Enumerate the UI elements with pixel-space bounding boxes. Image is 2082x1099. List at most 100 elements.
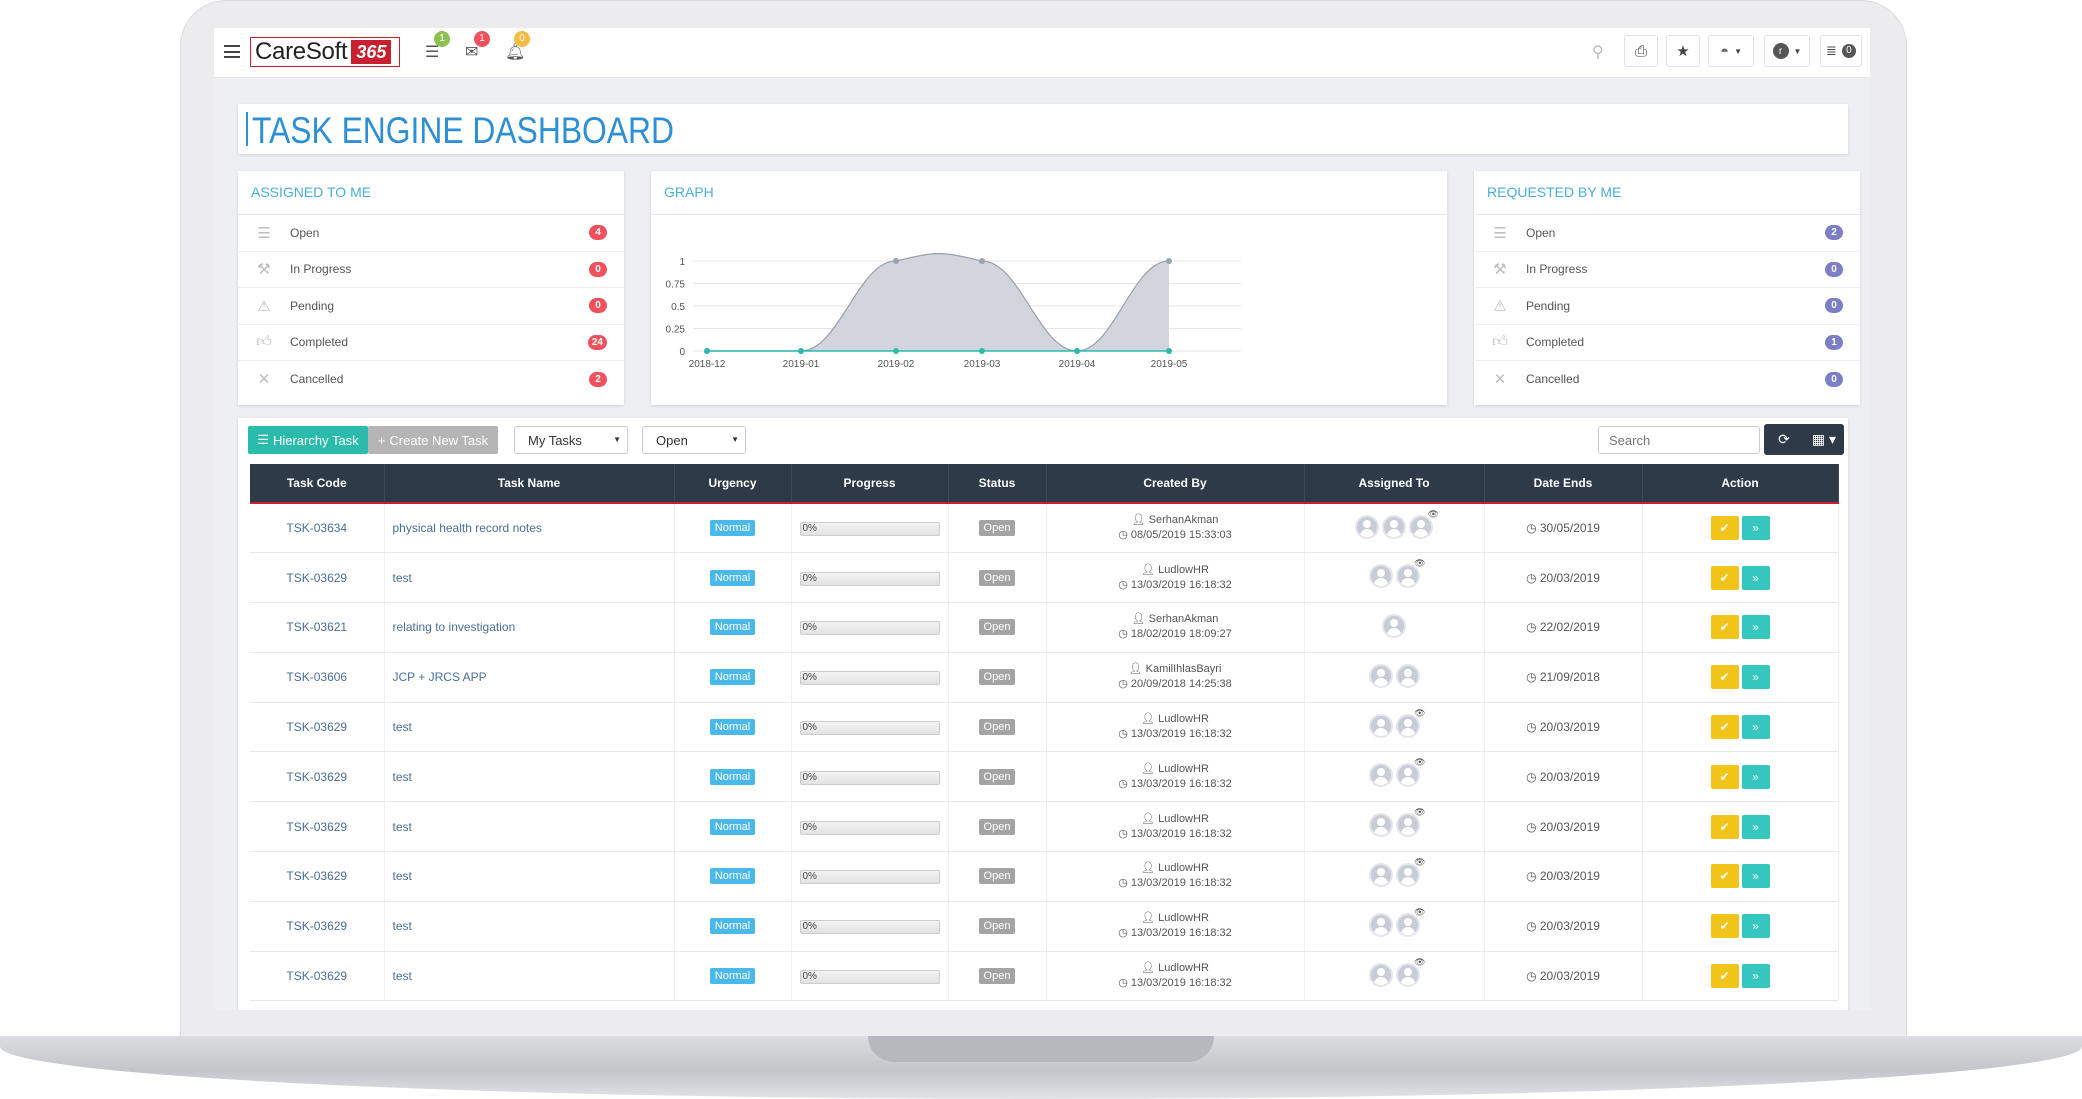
table-row[interactable]: TSK-03629 test Normal 0% Open 👤︎ LudlowHR ◷ 13… xyxy=(250,901,1839,952)
table-row[interactable]: TSK-03629 test Normal 0% Open 👤︎ LudlowHR ◷ 13… xyxy=(250,702,1839,753)
assignee-avatar[interactable] xyxy=(1395,813,1420,838)
column-header-urgency[interactable]: Urgency xyxy=(674,464,792,504)
task-name-link[interactable]: test xyxy=(392,869,412,884)
forward-button[interactable]: » xyxy=(1741,565,1770,590)
forward-button[interactable]: » xyxy=(1741,516,1770,541)
task-code[interactable]: TSK-03629 xyxy=(250,801,385,853)
task-code[interactable]: TSK-03629 xyxy=(250,851,385,902)
create-task-button[interactable]: + Create New Task xyxy=(368,426,498,454)
assignee-avatar[interactable] xyxy=(1382,613,1406,638)
logo[interactable]: CareSoft 365 xyxy=(250,37,400,67)
menu-icon[interactable] xyxy=(224,45,240,58)
task-code[interactable]: TSK-03629 xyxy=(250,901,385,952)
search-input[interactable] xyxy=(1598,426,1760,454)
assignee-avatar[interactable] xyxy=(1395,912,1420,937)
complete-check-button[interactable]: ✔ xyxy=(1710,864,1739,889)
search-icon[interactable]: ⚲ xyxy=(1592,44,1604,61)
assignee-avatar[interactable] xyxy=(1368,962,1393,987)
status-row-cancelled[interactable]: ✕ Cancelled 0 xyxy=(1474,361,1860,398)
task-name-link[interactable]: test xyxy=(392,720,412,735)
column-header-progress[interactable]: Progress xyxy=(791,464,949,504)
column-header-created-by[interactable]: Created By xyxy=(1046,464,1305,504)
assignee-avatar[interactable] xyxy=(1368,813,1393,838)
task-code[interactable]: TSK-03634 xyxy=(250,503,385,554)
task-name-link[interactable]: test xyxy=(392,570,412,585)
assignee-avatar[interactable] xyxy=(1368,912,1393,937)
complete-check-button[interactable]: ✔ xyxy=(1710,665,1739,690)
complete-check-button[interactable]: ✔ xyxy=(1710,814,1739,839)
table-row[interactable]: TSK-03621 relating to investigation Normal… xyxy=(250,602,1839,653)
table-row[interactable]: TSK-03634 physical health record notes Nor… xyxy=(250,503,1839,554)
status-row-pending[interactable]: ⚠ Pending 0 xyxy=(238,288,624,325)
status-row-in-progress[interactable]: ⚒ In Progress 0 xyxy=(1474,252,1860,288)
status-row-completed[interactable]: 👍︎ Completed 24 xyxy=(238,325,624,361)
assignee-avatar[interactable] xyxy=(1395,962,1420,987)
table-row[interactable]: TSK-03629 test Normal 0% Open 👤︎ LudlowHR ◷ 13… xyxy=(250,951,1839,1002)
user-dropdown[interactable]: r ▼ xyxy=(1764,35,1810,67)
table-row[interactable]: TSK-03606 JCP + JRCS APP Normal 0% Open 👤︎ Ka… xyxy=(250,652,1839,703)
assignee-avatar[interactable] xyxy=(1355,514,1379,539)
assignee-avatar[interactable] xyxy=(1395,763,1420,788)
assignee-avatar[interactable] xyxy=(1395,713,1420,738)
complete-check-button[interactable]: ✔ xyxy=(1710,764,1739,789)
assignee-avatar[interactable] xyxy=(1368,713,1393,738)
complete-check-button[interactable]: ✔ xyxy=(1710,565,1739,590)
status-row-in-progress[interactable]: ⚒ In Progress 0 xyxy=(238,252,624,288)
forward-button[interactable]: » xyxy=(1741,615,1770,640)
status-row-open[interactable]: ☰ Open 4 xyxy=(238,215,624,252)
task-code[interactable]: TSK-03621 xyxy=(250,602,385,653)
print-button[interactable]: ⎙ xyxy=(1624,35,1658,67)
forward-button[interactable]: » xyxy=(1741,964,1770,989)
task-name-link[interactable]: JCP + JRCS APP xyxy=(392,670,487,685)
column-header-task-code[interactable]: Task Code xyxy=(250,464,385,504)
table-row[interactable]: TSK-03629 test Normal 0% Open 👤︎ LudlowHR ◷ 13… xyxy=(250,751,1839,803)
forward-button[interactable]: » xyxy=(1741,914,1770,939)
assignee-avatar[interactable] xyxy=(1368,763,1393,788)
dashboard-dropdown[interactable]: ◓ ▼ xyxy=(1708,35,1754,67)
assignee-avatar[interactable] xyxy=(1368,663,1393,688)
forward-button[interactable]: » xyxy=(1741,814,1770,839)
status-filter-select[interactable]: Open xyxy=(642,426,746,454)
tasks-icon[interactable]: ☰ 1 xyxy=(425,31,450,62)
assignee-avatar[interactable] xyxy=(1395,862,1420,887)
bell-icon[interactable]: 🔔︎ 0 xyxy=(505,31,530,62)
task-code[interactable]: TSK-03606 xyxy=(250,652,385,703)
status-row-open[interactable]: ☰ Open 2 xyxy=(1474,215,1860,252)
task-name-link[interactable]: physical health record notes xyxy=(392,521,542,536)
status-row-completed[interactable]: 👍︎ Completed 1 xyxy=(1474,325,1860,361)
complete-check-button[interactable]: ✔ xyxy=(1710,615,1739,640)
column-header-status[interactable]: Status xyxy=(948,464,1047,504)
assignee-avatar[interactable] xyxy=(1409,514,1433,539)
assignee-avatar[interactable] xyxy=(1368,862,1393,887)
column-header-assigned-to[interactable]: Assigned To xyxy=(1304,464,1485,504)
task-name-link[interactable]: test xyxy=(392,919,412,934)
task-code[interactable]: TSK-03629 xyxy=(250,552,385,604)
columns-grid-icon[interactable]: ▦ ▾ xyxy=(1811,431,1837,447)
hierarchy-task-button[interactable]: ☰ Hierarchy Task xyxy=(248,426,368,454)
task-name-link[interactable]: test xyxy=(392,969,412,984)
mail-icon[interactable]: ✉ 1 xyxy=(465,31,490,62)
forward-button[interactable]: » xyxy=(1741,764,1770,789)
assignee-avatar[interactable] xyxy=(1382,514,1406,539)
task-code[interactable]: TSK-03629 xyxy=(250,702,385,753)
forward-button[interactable]: » xyxy=(1741,715,1770,740)
status-row-cancelled[interactable]: ✕ Cancelled 2 xyxy=(238,361,624,398)
task-code[interactable]: TSK-03629 xyxy=(250,751,385,803)
task-filter-select[interactable]: My Tasks xyxy=(514,426,628,454)
column-header-task-name[interactable]: Task Name xyxy=(384,464,675,504)
task-list-button[interactable]: ≣ 0 xyxy=(1820,35,1862,67)
complete-check-button[interactable]: ✔ xyxy=(1710,516,1739,541)
refresh-icon[interactable]: ⟳ xyxy=(1778,431,1790,447)
complete-check-button[interactable]: ✔ xyxy=(1710,914,1739,939)
assignee-avatar[interactable] xyxy=(1368,564,1393,589)
complete-check-button[interactable]: ✔ xyxy=(1710,715,1739,740)
column-header-action[interactable]: Action xyxy=(1642,464,1839,504)
assignee-avatar[interactable] xyxy=(1395,564,1420,589)
task-name-link[interactable]: test xyxy=(392,769,412,784)
forward-button[interactable]: » xyxy=(1741,864,1770,889)
forward-button[interactable]: » xyxy=(1741,665,1770,690)
complete-check-button[interactable]: ✔ xyxy=(1710,964,1739,989)
task-name-link[interactable]: relating to investigation xyxy=(392,620,516,635)
table-row[interactable]: TSK-03629 test Normal 0% Open 👤︎ LudlowHR ◷ 13… xyxy=(250,801,1839,853)
status-row-pending[interactable]: ⚠ Pending 0 xyxy=(1474,288,1860,325)
